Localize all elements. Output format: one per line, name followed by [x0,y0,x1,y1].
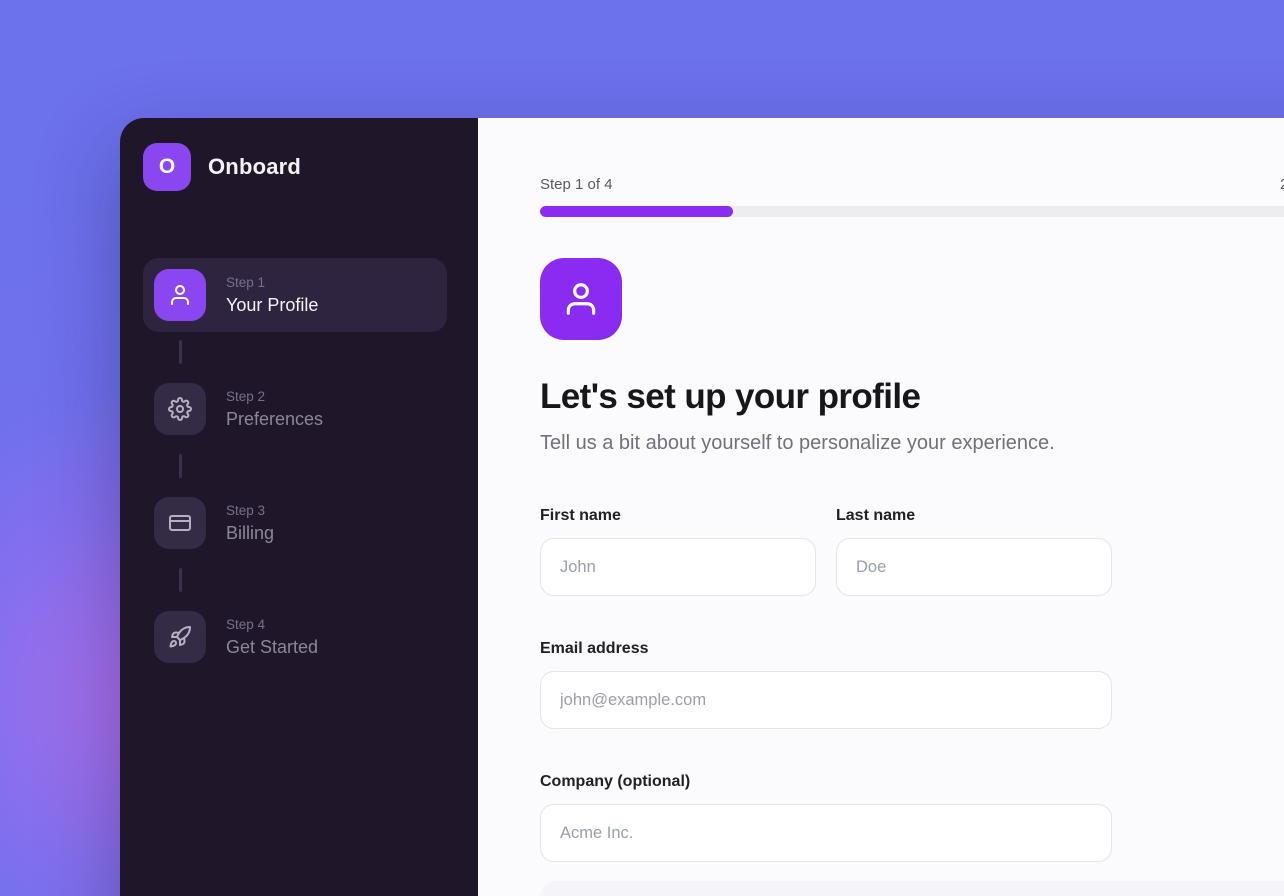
credit-card-icon [154,497,206,549]
last-name-input[interactable] [836,538,1112,596]
progress-header: Step 1 of 4 25% [540,176,1284,193]
step-number-label: Step 4 [226,616,266,632]
email-label: Email address [540,640,649,657]
profile-user-icon [540,258,622,340]
user-icon [154,269,206,321]
sidebar-item-your-profile[interactable]: Step 1 Your Profile [143,258,447,332]
main-content: Step 1 of 4 25% Let's set up your profil… [478,118,1284,896]
sidebar-item-get-started[interactable]: Step 4 Get Started [143,600,447,674]
step-connector [179,454,182,478]
sidebar-item-preferences[interactable]: Step 2 Preferences [143,372,447,446]
step-title: Get Started [226,636,319,657]
sidebar: O Onboard Step 1 Your Profile [120,118,478,896]
step-number-label: Step 3 [226,502,266,518]
step-title: Preferences [226,408,324,429]
progress-fill [540,206,733,217]
app-logo-row: O Onboard [143,143,447,191]
company-input[interactable] [540,804,1112,862]
step-number-label: Step 1 [226,274,266,290]
rocket-icon [154,611,206,663]
last-name-label: Last name [836,507,916,524]
gear-icon [154,383,206,435]
step-title: Billing [226,522,275,543]
first-name-label: First name [540,507,621,524]
email-input[interactable] [540,671,1112,729]
step-nav: Step 1 Your Profile Step 2 Preferences [143,258,447,674]
step-number-label: Step 2 [226,388,266,404]
progress-step-label: Step 1 of 4 [540,176,613,193]
brand-name: Onboard [208,154,302,179]
progress-percent: 25% [1280,176,1284,193]
step-title: Your Profile [226,294,319,315]
step-connector [179,340,182,364]
step-connector [179,568,182,592]
app-logo-icon: O [143,143,191,191]
profile-form: First name Last name Email address Compa… [540,507,1112,862]
page-subtitle: Tell us a bit about yourself to personal… [540,432,1055,454]
sidebar-item-billing[interactable]: Step 3 Billing [143,486,447,560]
footer-panel [540,881,1284,896]
app-logo-letter: O [158,155,176,178]
company-label: Company (optional) [540,773,691,790]
page-title: Let's set up your profile [540,377,921,416]
onboarding-window: O Onboard Step 1 Your Profile [120,118,1284,896]
first-name-input[interactable] [540,538,816,596]
progress-bar [540,206,1284,217]
